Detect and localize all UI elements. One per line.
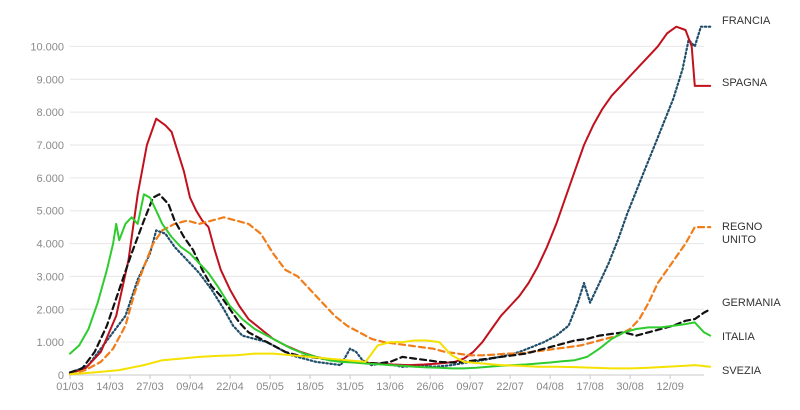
series-line-regno-unito <box>68 216 712 376</box>
x-tick-label: 09/04 <box>176 381 204 393</box>
series-line-italia <box>69 193 712 370</box>
x-tick-label: 13/06 <box>376 381 404 393</box>
series-label: FRANCIA <box>722 15 771 27</box>
x-tick-label: 31/05 <box>336 381 364 393</box>
series-line-germania <box>68 193 712 374</box>
x-tick-label: 22/04 <box>216 381 244 393</box>
series-label: SVEZIA <box>722 365 762 377</box>
series-label: REGNO <box>722 221 763 233</box>
series-line-svezia <box>69 339 712 376</box>
series-label: UNITO <box>722 234 756 246</box>
x-tick-label: 17/08 <box>576 381 604 393</box>
y-axis-ticks: 0 1.000 2.000 3.000 4.000 5.000 6.000 7.000 8.00… <box>30 41 64 382</box>
y-tick-label: 10.000 <box>30 41 64 53</box>
y-tick-label: 5.000 <box>36 206 64 218</box>
x-tick-label: 26/06 <box>416 381 444 393</box>
x-tick-label: 22/07 <box>496 381 524 393</box>
y-tick-label: 0 <box>58 370 64 382</box>
series-label: SPAGNA <box>722 77 768 89</box>
grid-lines <box>70 45 704 376</box>
x-tick-label: 01/03 <box>56 381 84 393</box>
x-tick-label: 18/05 <box>296 381 324 393</box>
y-tick-label: 2.000 <box>36 304 64 316</box>
y-tick-label: 6.000 <box>36 173 64 185</box>
x-tick-label: 27/03 <box>136 381 164 393</box>
y-tick-label: 7.000 <box>36 140 64 152</box>
series-line-spagna <box>69 25 712 375</box>
x-tick-label: 04/08 <box>536 381 564 393</box>
y-tick-label: 1.000 <box>36 337 64 349</box>
series-label: ITALIA <box>722 331 755 343</box>
y-tick-label: 8.000 <box>36 107 64 119</box>
y-tick-label: 3.000 <box>36 271 64 283</box>
x-tick-label: 30/08 <box>616 381 644 393</box>
x-tick-label: 05/05 <box>256 381 284 393</box>
series-lines <box>68 25 712 376</box>
x-axis-ticks: 01/03 14/03 27/03 09/04 22/04 05/05 18/05 31/05… <box>56 375 684 393</box>
x-tick-label: 14/03 <box>96 381 124 393</box>
y-tick-label: 9.000 <box>36 74 64 86</box>
y-tick-label: 4.000 <box>36 239 64 251</box>
x-tick-label: 09/07 <box>456 381 484 393</box>
series-label: GERMANIA <box>722 297 781 309</box>
x-tick-label: 12/09 <box>656 381 684 393</box>
